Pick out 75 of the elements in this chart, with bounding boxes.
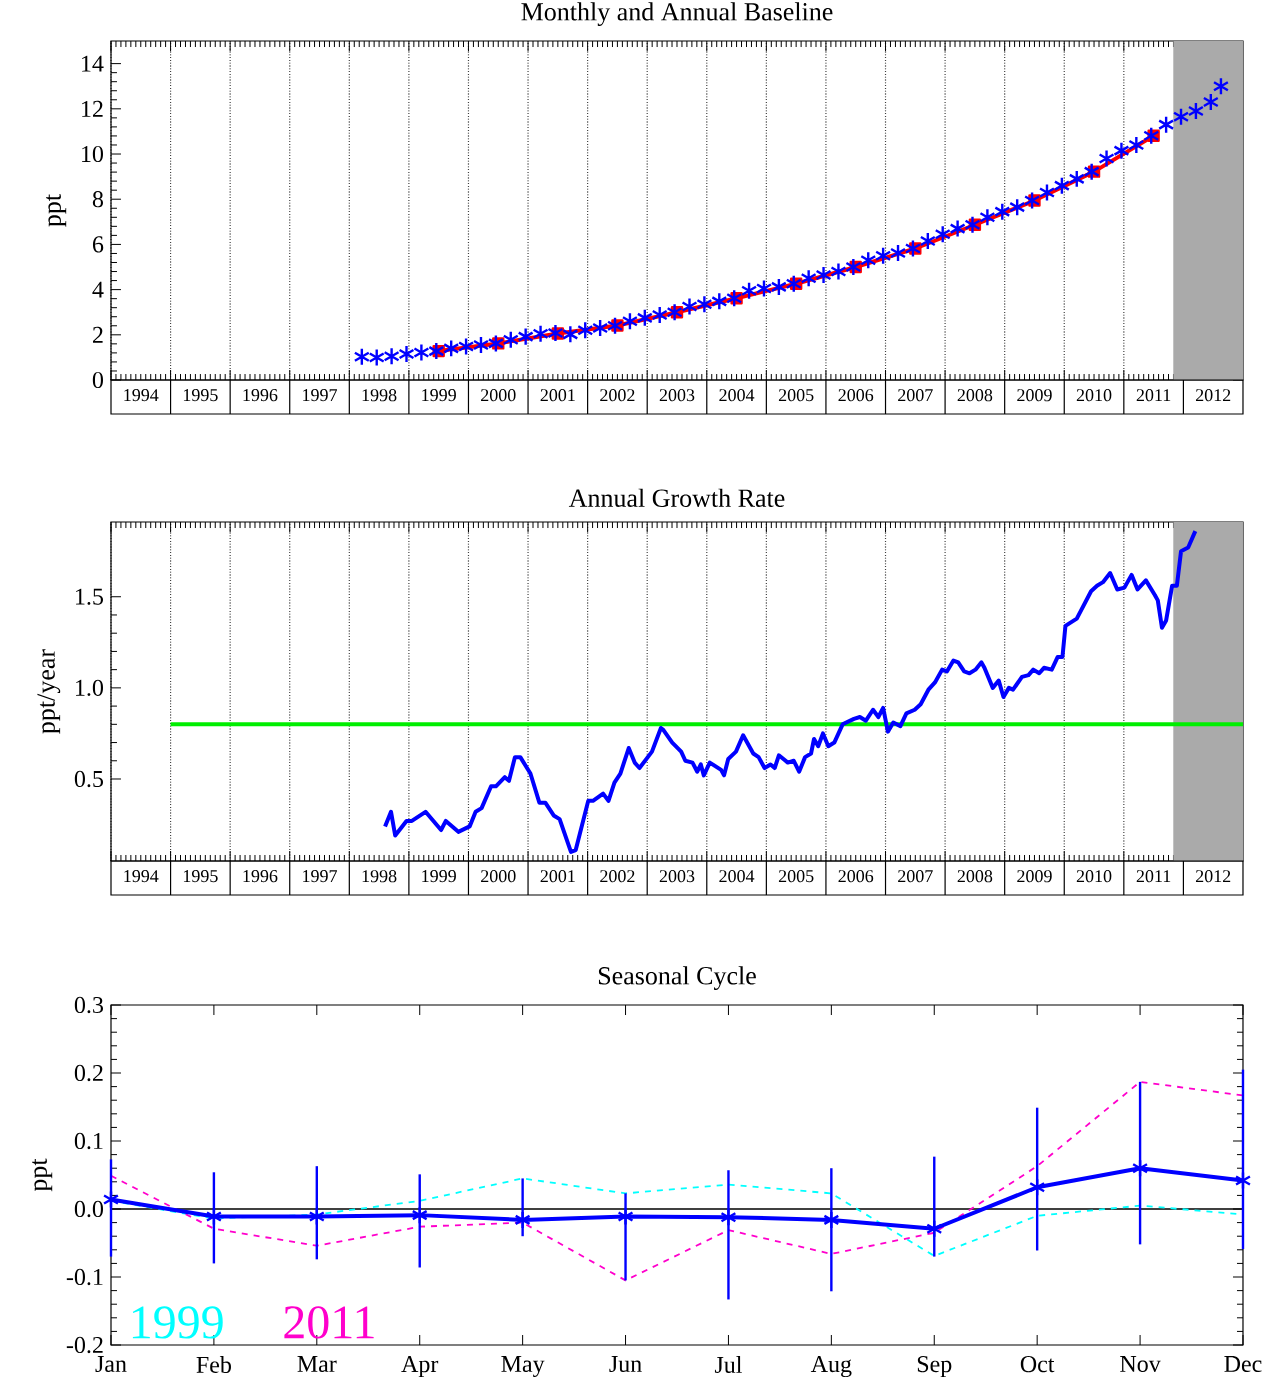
y-tick-label: 0.2 (74, 1064, 103, 1082)
x-tick-label: 2008 (957, 389, 993, 402)
y-tick-label: 14 (82, 55, 104, 72)
y-tick-label: 12 (82, 100, 103, 117)
x-tick-label: 2009 (1017, 870, 1052, 883)
x-tick-label: Nov (1120, 1356, 1161, 1373)
y-tick-label: 4 (92, 281, 104, 298)
x-tick-label: 2000 (481, 389, 516, 402)
x-tick-label: 1996 (243, 870, 278, 883)
x-tick-label: 2000 (481, 870, 516, 883)
x-tick-label: 1996 (243, 389, 278, 402)
x-tick-label: 1994 (124, 870, 159, 883)
x-tick-label: Mar (297, 1356, 337, 1373)
chart-title: Annual Growth Rate (568, 488, 785, 507)
chart-title: Monthly and Annual Baseline (521, 2, 833, 26)
x-tick-label: 2003 (659, 870, 695, 883)
x-tick-label: 2009 (1017, 389, 1052, 402)
series-label: 2011 (284, 1306, 374, 1339)
x-tick-label: 2007 (898, 870, 933, 883)
chart-title: Seasonal Cycle (598, 966, 756, 990)
x-tick-label: 2012 (1195, 870, 1231, 883)
x-tick-label: 1997 (303, 870, 337, 883)
x-tick-label: 2003 (659, 389, 695, 402)
x-tick-label: 2001 (540, 870, 575, 883)
y-tick-label: 6 (92, 236, 104, 253)
x-tick-label: Oct (1020, 1356, 1055, 1373)
x-tick-label: Sep (917, 1356, 952, 1378)
x-tick-label: 1994 (124, 389, 159, 402)
y-tick-label: 8 (92, 191, 103, 208)
x-tick-label: 1999 (422, 870, 456, 883)
x-tick-label: 2006 (838, 870, 874, 883)
x-tick-label: 2010 (1076, 389, 1112, 402)
x-tick-label: 2002 (600, 870, 635, 883)
x-tick-label: 2001 (540, 389, 575, 402)
x-tick-label: 2004 (719, 870, 755, 883)
x-tick-label: Apr (401, 1356, 439, 1378)
x-tick-label: Dec (1224, 1356, 1262, 1373)
y-tick-label: 2 (93, 326, 103, 343)
x-tick-label: Aug (810, 1356, 852, 1378)
y-tick-label: -0.1 (66, 1268, 103, 1286)
x-tick-label: 1998 (362, 389, 397, 402)
x-tick-label: Jul (714, 1356, 742, 1373)
x-tick-label: 1995 (183, 389, 218, 402)
x-tick-label: May (501, 1356, 545, 1377)
y-tick-label: 1.0 (76, 679, 103, 697)
series-label: 1999 (132, 1306, 223, 1339)
x-tick-label: 2008 (957, 870, 993, 883)
y-tick-label: 1.5 (76, 588, 103, 605)
x-tick-label: Jan (95, 1356, 127, 1373)
x-tick-label: Jun (609, 1356, 642, 1373)
x-tick-label: 1998 (362, 870, 397, 883)
x-tick-label: 2005 (778, 870, 814, 883)
x-tick-label: 2011 (1136, 870, 1171, 883)
y-axis-title: ppt/year (37, 649, 61, 734)
y-tick-label: 0.5 (74, 770, 103, 788)
x-tick-label: 1997 (303, 389, 337, 402)
y-tick-label: 0.3 (74, 996, 103, 1014)
x-tick-label: 1999 (422, 389, 456, 402)
x-tick-label: 2002 (600, 389, 635, 402)
x-tick-label: 2004 (719, 389, 755, 402)
x-tick-label: Feb (196, 1356, 231, 1373)
y-tick-label: 0.0 (74, 1200, 103, 1218)
y-tick-label: 0.1 (74, 1132, 103, 1150)
y-axis-title: ppt (32, 1158, 53, 1192)
y-tick-label: -0.2 (66, 1336, 103, 1354)
y-tick-label: 10 (82, 145, 103, 163)
y-axis-title: ppt (46, 194, 67, 227)
x-tick-label: 1995 (183, 870, 218, 883)
x-tick-label: 2010 (1076, 870, 1112, 883)
y-tick-label: 0 (92, 371, 103, 389)
x-tick-label: 2011 (1136, 389, 1171, 402)
x-tick-label: 2005 (778, 389, 814, 402)
x-tick-label: 2007 (898, 389, 933, 402)
x-tick-label: 2006 (838, 389, 874, 402)
x-tick-label: 2012 (1195, 389, 1231, 402)
